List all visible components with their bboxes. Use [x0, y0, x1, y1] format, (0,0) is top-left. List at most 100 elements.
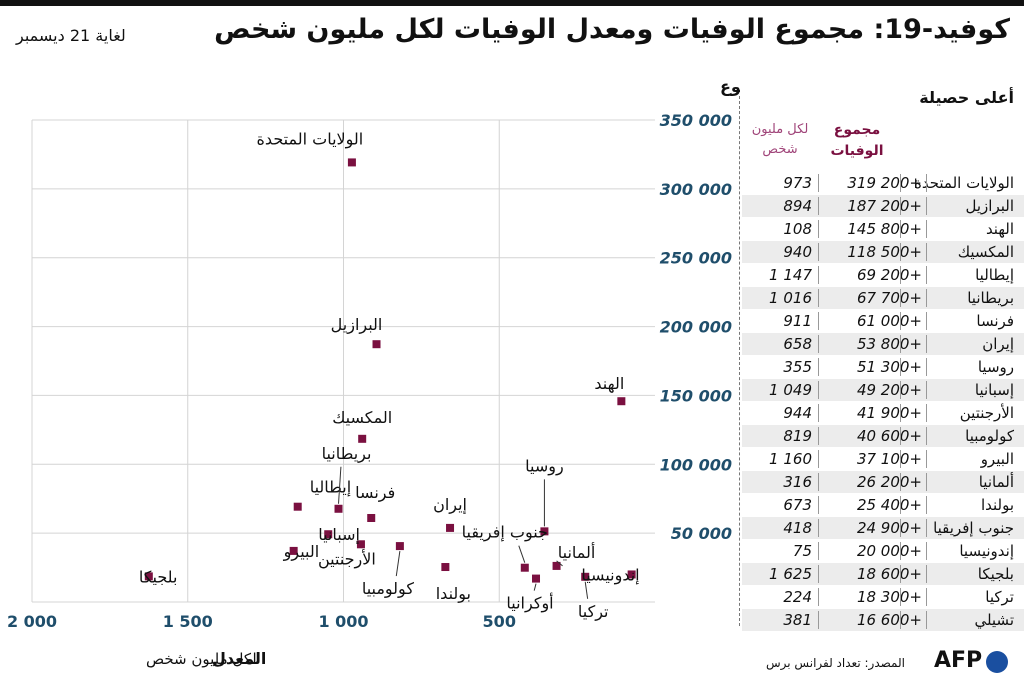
row-country: إسبانيا — [974, 381, 1014, 399]
row-divider — [926, 496, 927, 514]
row-country: إيطاليا — [975, 266, 1014, 284]
point-label: جنوب إفريقيا — [462, 523, 548, 543]
row-total: 37 100+ — [856, 450, 922, 468]
chart-ticks: 50 000 100 000 150 000 200 000 250 000 300 00… — [7, 111, 732, 631]
row-rate: 108 — [783, 220, 812, 238]
row-country: تركيا — [985, 588, 1014, 606]
row-country: بلجيكا — [977, 565, 1014, 583]
row-divider — [818, 197, 819, 215]
row-total: 145 800+ — [847, 220, 922, 238]
row-divider — [900, 519, 901, 537]
row-total: 41 900+ — [856, 404, 922, 422]
point-label: فرنسا — [355, 483, 395, 503]
table-row: 658 53 800+ إيران — [742, 333, 1024, 355]
row-country: الولايات المتحدة — [913, 174, 1014, 192]
row-country: المكسيك — [957, 243, 1014, 261]
row-divider — [926, 174, 927, 192]
scatter-chart: 50 000 100 000 150 000 200 000 250 000 300 00… — [7, 77, 740, 668]
data-point — [395, 542, 404, 551]
row-divider — [900, 611, 901, 629]
row-divider — [818, 496, 819, 514]
row-rate: 316 — [783, 473, 812, 491]
table-row: 819 40 600+ كولومبيا — [742, 425, 1024, 447]
row-divider — [818, 588, 819, 606]
point-label: إيران — [433, 495, 467, 515]
table-row: 1 625 18 600+ بلجيكا — [742, 563, 1024, 585]
row-divider — [926, 473, 927, 491]
row-country: جنوب إفريقيا — [933, 519, 1014, 537]
row-total: 26 200+ — [856, 473, 922, 491]
row-country: روسيا — [977, 358, 1014, 376]
row-divider — [900, 289, 901, 307]
column-header-rate: لكل مليون شخص — [751, 122, 809, 157]
row-divider — [900, 450, 901, 468]
leader-line — [395, 551, 401, 577]
row-rate: 1 016 — [769, 289, 812, 307]
row-divider — [900, 542, 901, 560]
row-total: 25 400+ — [856, 496, 922, 514]
row-country: البرازيل — [965, 197, 1015, 215]
y-tick-label: 100 000 — [660, 455, 732, 474]
row-country: تشيلي — [974, 611, 1014, 629]
table-row: 75 20 000+ إندونيسيا — [742, 540, 1024, 562]
data-point — [372, 340, 381, 349]
row-rate: 658 — [783, 335, 812, 353]
point-label: إيطاليا — [310, 478, 351, 497]
point-label: بريطانيا — [322, 444, 372, 464]
afp-logo-dot — [986, 651, 1008, 673]
point-label: بلجيكا — [139, 567, 178, 586]
row-divider — [818, 174, 819, 192]
data-point — [520, 563, 529, 572]
row-rate: 224 — [783, 588, 812, 606]
data-point — [293, 502, 302, 511]
source-note: المصدر: تعداد لفرانس برس — [766, 656, 905, 670]
date-note: لغاية 21 ديسمبر — [16, 26, 126, 45]
table-row: 316 26 200+ ألمانيا — [742, 471, 1024, 493]
x-tick-label: 1 500 — [163, 612, 213, 631]
row-total: 40 600+ — [856, 427, 922, 445]
row-rate: 1 160 — [769, 450, 812, 468]
point-label: أوكرانيا — [506, 593, 553, 614]
row-total: 69 200+ — [856, 266, 922, 284]
row-rate: 940 — [783, 243, 812, 261]
chart-point-labels: الولايات المتحدة البرازيل الهند المكسيك إيطا… — [139, 129, 640, 621]
row-total: 49 200+ — [856, 381, 922, 399]
point-label: تركيا — [578, 602, 609, 622]
row-divider — [900, 381, 901, 399]
column-header-total: مجموع الوفيات — [830, 122, 884, 159]
row-rate: 75 — [792, 542, 812, 560]
row-country: الأرجنتين — [959, 404, 1014, 422]
table-row: 911 61 000+ فرنسا — [742, 310, 1024, 332]
data-point — [347, 158, 356, 167]
leader-line — [533, 583, 537, 591]
data-point — [627, 570, 636, 579]
row-rate: 355 — [783, 358, 812, 376]
row-divider — [818, 565, 819, 583]
table-row: 108 145 800+ الهند — [742, 218, 1024, 240]
row-divider — [900, 358, 901, 376]
row-country: إيران — [982, 335, 1014, 353]
data-point — [446, 523, 455, 532]
row-rate: 1 147 — [769, 266, 812, 284]
table-row: 894 187 200+ البرازيل — [742, 195, 1024, 217]
table-row: 1 016 67 700+ بريطانيا — [742, 287, 1024, 309]
point-label: الولايات المتحدة — [257, 129, 364, 149]
x-tick-label: 1 000 — [318, 612, 368, 631]
point-label: البرازيل — [331, 315, 383, 335]
y-tick-label: 350 000 — [660, 111, 732, 130]
data-point — [552, 561, 561, 570]
point-label: المكسيك — [332, 408, 392, 427]
x-axis-label: لكل مليون شخص — [146, 650, 257, 668]
row-divider — [818, 220, 819, 238]
row-divider — [900, 312, 901, 330]
row-divider — [818, 312, 819, 330]
row-divider — [818, 404, 819, 422]
table-row: 224 18 300+ تركيا — [742, 586, 1024, 608]
row-total: 18 300+ — [856, 588, 922, 606]
table-row: 1 147 69 200+ إيطاليا — [742, 264, 1024, 286]
row-divider — [926, 381, 927, 399]
table-row: 355 51 300+ روسيا — [742, 356, 1024, 378]
row-total: 187 200+ — [847, 197, 922, 215]
row-divider — [900, 197, 901, 215]
y-tick-label: 200 000 — [660, 318, 732, 337]
